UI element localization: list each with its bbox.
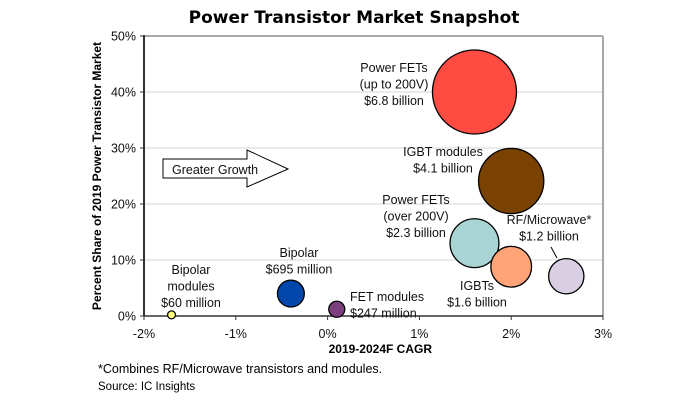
bubble-label-line: $1.2 billion [519,230,579,244]
bubble [449,218,500,269]
x-tick-label: -2% [133,327,155,341]
x-tick-labels: -2% -1% 0% 1% 2% 3% [133,327,612,341]
bubble-label-line: $6.8 billion [364,94,424,108]
bubble-label: Power FETs (up to 200V) $6.8 billion [360,61,429,108]
bubble-label: IGBT modules $4.1 billion [403,145,483,176]
bubble [547,257,585,295]
bubble-label-line: modules [167,280,214,294]
y-tick-labels: 0% 10% 20% 30% 40% 50% [111,30,136,324]
bubble-label-line: IGBT modules [403,145,483,159]
bubble-label-line: IGBTs [460,279,494,293]
bubble [276,279,305,308]
bubble-label-line: $4.1 billion [413,162,473,176]
x-tick-label: 1% [410,327,428,341]
bubble [477,147,545,215]
axes [140,35,604,320]
bubble-label-line: $60 million [161,296,221,310]
bubble-label-line: RF/Microwave* [507,213,592,227]
bubble [490,245,533,288]
chart-title: Power Transistor Market Snapshot [189,8,520,28]
x-tick-label: -1% [225,327,247,341]
bubble-label: Bipolar $695 million [266,246,333,277]
bubble-label: Bipolar modules $60 million [161,263,221,310]
y-tick-label: 40% [111,86,136,100]
rf-leader-line [550,246,558,259]
y-tick-label: 0% [118,310,136,324]
x-tick-label: 0% [319,327,337,341]
y-tick-label: 50% [111,30,136,44]
arrow-label: Greater Growth [172,163,258,177]
y-axis-title: Percent Share of 2019 Power Transistor M… [90,42,104,310]
bubble-label-line: $1.6 billion [447,296,507,310]
arrow-shape [162,149,290,188]
x-axis-title: 2019-2024F CAGR [329,342,433,356]
footnote: *Combines RF/Microwave transistors and m… [98,362,382,376]
bubble-label-line: (up to 200V) [360,78,429,92]
bubble [431,49,518,135]
bubble-label: IGBTs $1.6 billion [447,279,507,310]
greater-growth-arrow: Greater Growth [162,149,290,188]
y-tick-label: 30% [111,142,136,156]
bubble-label: RF/Microwave* $1.2 billion [507,213,592,244]
bubble-label: FET modules $247 million [350,290,424,321]
y-tick-label: 10% [111,254,136,268]
x-tick-label: 2% [502,327,520,341]
bubble-label-line: $247 million [350,307,417,321]
bubble-label-line: $695 million [266,263,333,277]
bubble-label-line: Bipolar [172,263,211,277]
bubble-labels: Power FETs (up to 200V) $6.8 billion IGBT m… [161,61,591,321]
bubble-label-line: Power FETs [360,61,427,75]
bubble-label: Power FETs (over 200V) $2.3 billion [382,193,449,240]
x-tick-label: 3% [594,327,612,341]
y-tick-label: 20% [111,198,136,212]
source-note: Source: IC Insights [98,381,195,393]
bubbles [166,49,585,320]
bubble-label-line: FET modules [350,290,424,304]
bubble-label-line: Power FETs [382,193,449,207]
bubble-label-line: (over 200V) [383,210,448,224]
bubble-label-line: $2.3 billion [386,226,446,240]
bubble-label-line: Bipolar [280,246,319,260]
bubble [328,300,346,318]
bubble [166,310,177,320]
